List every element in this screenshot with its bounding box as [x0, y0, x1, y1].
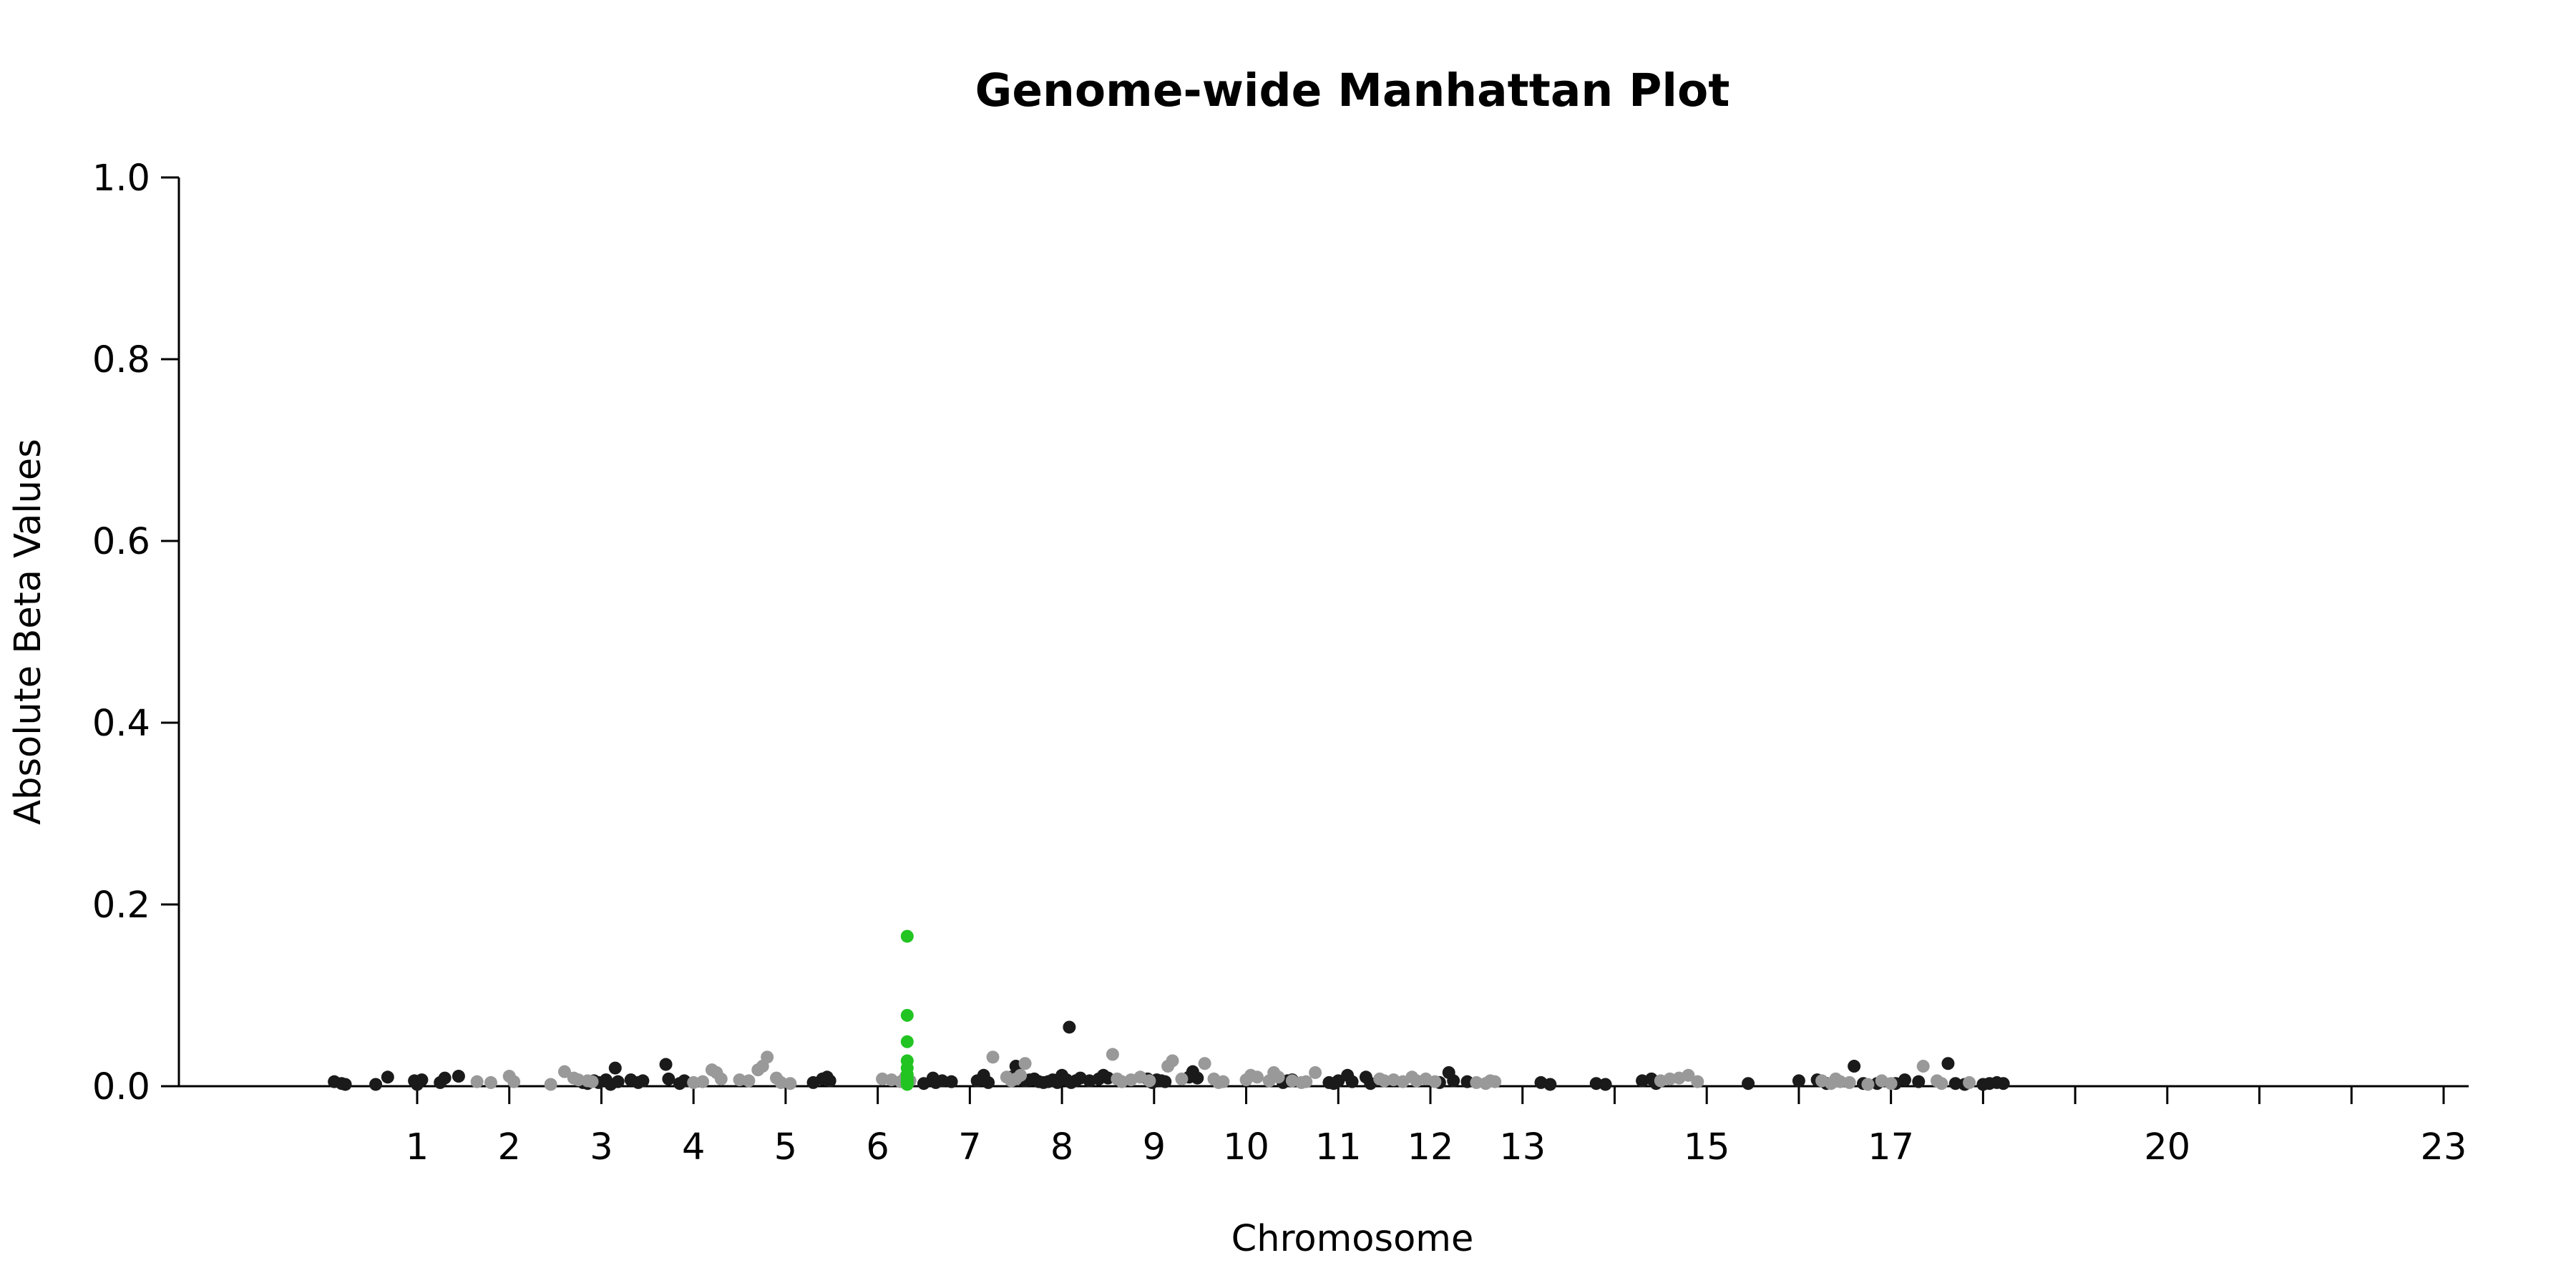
data-point: [636, 1074, 650, 1088]
y-tick-label: 0.6: [92, 521, 150, 563]
data-point: [1216, 1075, 1230, 1088]
y-tick-label: 1.0: [92, 157, 150, 200]
data-point: [1166, 1054, 1179, 1068]
data-point: [823, 1074, 836, 1088]
data-point: [507, 1075, 521, 1088]
x-tick-label: 9: [1143, 1126, 1166, 1169]
y-axis-label: Absolute Beta Values: [7, 439, 49, 825]
data-point: [1428, 1075, 1442, 1088]
data-point: [1299, 1075, 1313, 1088]
data-point: [1447, 1074, 1460, 1088]
x-tick-label: 3: [590, 1126, 613, 1169]
x-tick-label: 13: [1499, 1126, 1546, 1169]
data-point: [1175, 1072, 1189, 1085]
data-point: [1599, 1078, 1612, 1091]
y-tick-label: 0.2: [92, 884, 150, 927]
y-tick-label: 0.0: [92, 1066, 150, 1108]
data-point: [1935, 1077, 1948, 1091]
data-point: [742, 1074, 756, 1088]
y-tick-label: 0.4: [92, 703, 150, 745]
y-ticks: 0.0 0.2 0.4 0.6 0.8 1.0: [92, 157, 179, 1108]
data-point: [900, 1035, 914, 1048]
data-point: [1912, 1075, 1926, 1088]
x-tick-label: 4: [682, 1126, 705, 1169]
data-point: [470, 1075, 484, 1088]
data-point: [986, 1050, 1000, 1064]
data-point: [1272, 1070, 1285, 1084]
data-point: [452, 1070, 465, 1083]
data-point: [945, 1075, 958, 1088]
x-ticks: 1 2 3 4 5 6 7 8 9 10 11 12 13 15 17 20 23: [406, 1086, 2467, 1169]
data-point: [544, 1078, 557, 1091]
data-point: [1941, 1057, 1955, 1070]
data-point: [1063, 1020, 1076, 1034]
data-point: [381, 1070, 394, 1084]
data-point: [714, 1072, 728, 1085]
data-point: [696, 1075, 710, 1088]
x-tick-label: 1: [406, 1126, 429, 1169]
data-point: [1250, 1070, 1264, 1084]
data-point: [1848, 1060, 1861, 1073]
data-point: [1792, 1074, 1805, 1088]
data-point: [784, 1077, 797, 1091]
data-point: [761, 1050, 774, 1064]
data-point: [1488, 1075, 1502, 1088]
data-point: [900, 1078, 914, 1091]
data-point: [1843, 1075, 1856, 1089]
data-point: [484, 1075, 497, 1089]
data-point: [1014, 1068, 1028, 1082]
data-point: [1143, 1074, 1156, 1088]
data-point: [1742, 1077, 1755, 1091]
chart-title: Genome-wide Manhattan Plot: [975, 64, 1730, 117]
data-point: [1543, 1078, 1557, 1091]
x-tick-label: 15: [1684, 1126, 1730, 1169]
data-point: [1018, 1057, 1032, 1070]
data-point: [608, 1061, 622, 1075]
data-point: [585, 1075, 599, 1088]
data-point: [369, 1078, 383, 1091]
data-point: [1682, 1068, 1695, 1082]
x-tick-label: 10: [1223, 1126, 1269, 1169]
data-point: [1106, 1048, 1119, 1061]
x-tick-label: 11: [1315, 1126, 1362, 1169]
x-tick-label: 5: [774, 1126, 797, 1169]
x-tick-label: 23: [2421, 1126, 2467, 1169]
x-tick-label: 7: [958, 1126, 981, 1169]
data-point: [1963, 1075, 1976, 1089]
x-tick-label: 12: [1407, 1126, 1454, 1169]
data-point: [338, 1078, 352, 1091]
x-tick-label: 17: [1868, 1126, 1914, 1169]
x-tick-label: 20: [2144, 1126, 2190, 1169]
data-point: [900, 930, 914, 943]
data-point: [900, 1008, 914, 1022]
data-point: [982, 1075, 995, 1089]
data-point: [557, 1065, 571, 1078]
data-point: [1996, 1077, 2010, 1091]
data-point: [1191, 1071, 1204, 1085]
data-point: [1158, 1075, 1172, 1088]
data-point: [1916, 1060, 1930, 1073]
data-point: [659, 1058, 673, 1071]
data-point: [415, 1073, 429, 1087]
data-point: [1861, 1078, 1875, 1091]
data-point: [1345, 1075, 1359, 1088]
data-point: [438, 1071, 452, 1085]
data-point: [662, 1072, 675, 1085]
data-point: [1691, 1075, 1704, 1088]
data-point: [1884, 1077, 1898, 1091]
x-tick-label: 2: [498, 1126, 521, 1169]
y-tick-label: 0.8: [92, 339, 150, 381]
data-point: [1309, 1065, 1322, 1079]
data-point: [1198, 1057, 1211, 1070]
x-tick-label: 6: [866, 1126, 889, 1169]
x-tick-label: 8: [1050, 1126, 1073, 1169]
data-points: [328, 930, 2010, 1091]
data-point: [611, 1075, 625, 1088]
data-point: [1898, 1073, 1911, 1087]
x-axis-label: Chromosome: [1231, 1218, 1474, 1260]
